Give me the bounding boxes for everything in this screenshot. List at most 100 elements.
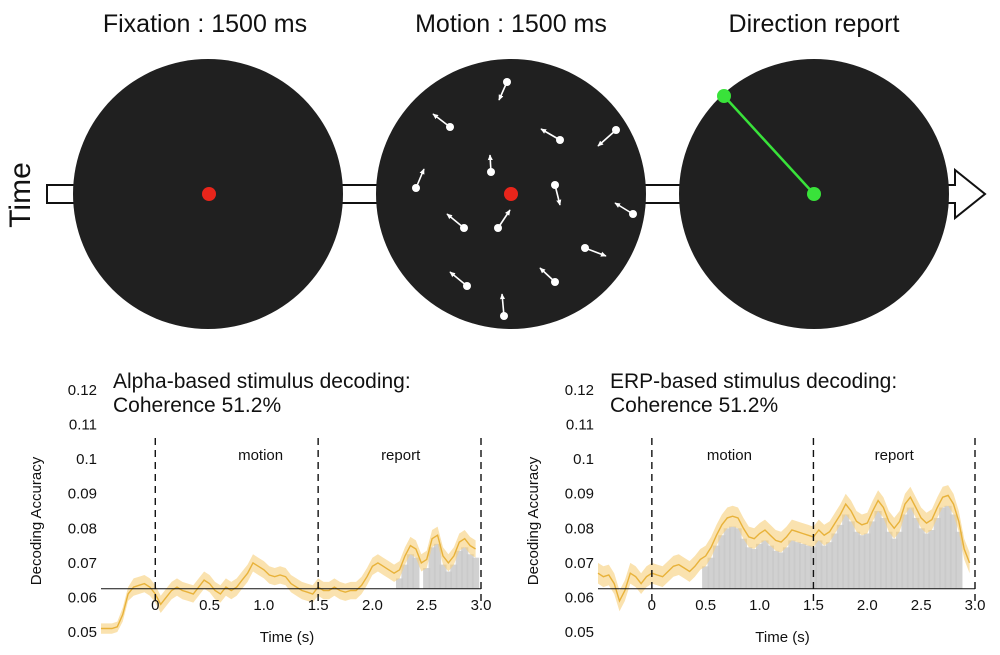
significance-bar (825, 542, 834, 589)
motion-dot (556, 136, 564, 144)
significance-bar (858, 535, 866, 589)
significance-bar (772, 550, 780, 589)
significance-bar (885, 531, 893, 589)
significance-bar (755, 543, 764, 589)
significance-bar (707, 557, 715, 589)
significance-bar (944, 505, 952, 589)
motion-dots (412, 78, 637, 320)
x-tick-label: 0 (151, 597, 159, 614)
significance-bar (702, 566, 710, 589)
motion-dot (500, 312, 508, 320)
x-tick-label: 3.0 (471, 597, 492, 614)
y-tick-label: 0.1 (76, 451, 97, 468)
significance-bar (395, 578, 404, 589)
x-tick-label: 2.0 (857, 597, 878, 614)
motion-dot (503, 78, 511, 86)
y-tick-label: 0.08 (68, 520, 97, 537)
significance-bar (412, 557, 420, 589)
decoding-line (101, 534, 476, 630)
report-endpoint[interactable] (717, 89, 731, 103)
motion-dot (612, 126, 620, 134)
significance-bar (782, 547, 791, 589)
motion-dot (460, 224, 468, 232)
motion-dot (551, 181, 559, 189)
significance-bar (471, 557, 480, 589)
chart-title: ERP-based stimulus decoding: (610, 370, 897, 393)
epoch-label: motion (238, 447, 283, 464)
significance-bar (423, 568, 431, 589)
chart-subtitle: Coherence 51.2% (113, 394, 281, 417)
significance-bar (955, 531, 963, 589)
significance-bar (766, 545, 774, 589)
motion-fixation-point (504, 187, 518, 201)
significance-bar (917, 528, 925, 589)
x-axis-label: Time (s) (260, 629, 314, 646)
significance-bar (836, 524, 844, 589)
significance-bar (906, 507, 914, 589)
significance-bar (406, 554, 415, 589)
x-tick-label: 1.5 (308, 597, 329, 614)
significance-bar (912, 517, 920, 589)
alpha-decoding-chart: motion report 0.05 0.06 0.07 0.08 0.09 0.1 0.11 0… (28, 370, 491, 646)
motion-dot (487, 168, 495, 176)
y-tick-label: 0.05 (565, 624, 594, 641)
motion-dot (629, 210, 637, 218)
significance-bar (815, 540, 823, 589)
significance-bar (809, 547, 818, 589)
significance-bar (879, 517, 888, 589)
significance-bar (831, 533, 839, 589)
significance-bar (863, 533, 871, 589)
fixation-point (202, 187, 216, 201)
y-tick-label: 0.06 (565, 589, 594, 606)
significance-bar (466, 554, 474, 589)
x-tick-label: 0.5 (695, 597, 716, 614)
y-tick-label: 0.09 (565, 486, 594, 503)
x-tick-label: 1.0 (749, 597, 770, 614)
significance-bar (723, 528, 731, 589)
significance-bar (788, 540, 796, 589)
significance-bar (428, 547, 436, 589)
significance-bar (949, 514, 958, 589)
time-label: Time (4, 162, 37, 228)
y-tick-label: 0.07 (68, 555, 97, 572)
significance-bar (761, 540, 769, 589)
confidence-band (598, 485, 970, 612)
significance-bar (439, 564, 447, 589)
significance-bar (793, 542, 801, 589)
epoch-label: report (381, 447, 421, 464)
y-tick-label: 0.12 (68, 382, 97, 399)
significance-bar (461, 547, 469, 589)
chart-subtitle: Coherence 51.2% (610, 394, 778, 417)
y-axis-label: Decoding Accuracy (525, 456, 542, 585)
significance-bar (820, 545, 828, 589)
erp-decoding-chart: motion report 0.05 0.06 0.07 0.08 0.09 0.1 0.11 0… (525, 370, 985, 646)
header-motion: Motion : 1500 ms (415, 10, 607, 38)
y-tick-label: 0.05 (68, 624, 97, 641)
epoch-label: motion (707, 447, 752, 464)
motion-arrow (597, 129, 617, 147)
significance-bar (401, 564, 409, 589)
significance-bar (852, 531, 861, 589)
y-tick-label: 0.06 (68, 589, 97, 606)
y-tick-label: 0.12 (565, 382, 594, 399)
significance-bar (842, 514, 850, 589)
x-tick-label: 1.0 (253, 597, 274, 614)
significance-bar (729, 526, 737, 589)
x-tick-label: 2.5 (416, 597, 437, 614)
motion-dot (446, 123, 454, 131)
motion-dot (494, 224, 502, 232)
motion-dot (551, 278, 559, 286)
decoding-line (597, 494, 971, 603)
motion-dot (412, 184, 420, 192)
header-fixation: Fixation : 1500 ms (103, 10, 307, 38)
significance-bar (922, 533, 931, 589)
significance-bar (890, 538, 898, 589)
x-tick-label: 2.0 (362, 597, 383, 614)
significance-bar (718, 535, 726, 589)
report-line (723, 95, 815, 195)
motion-dot (581, 244, 589, 252)
x-tick-label: 1.5 (803, 597, 824, 614)
significance-bar (739, 538, 748, 589)
x-tick-label: 2.5 (911, 597, 932, 614)
y-tick-label: 0.07 (565, 555, 594, 572)
